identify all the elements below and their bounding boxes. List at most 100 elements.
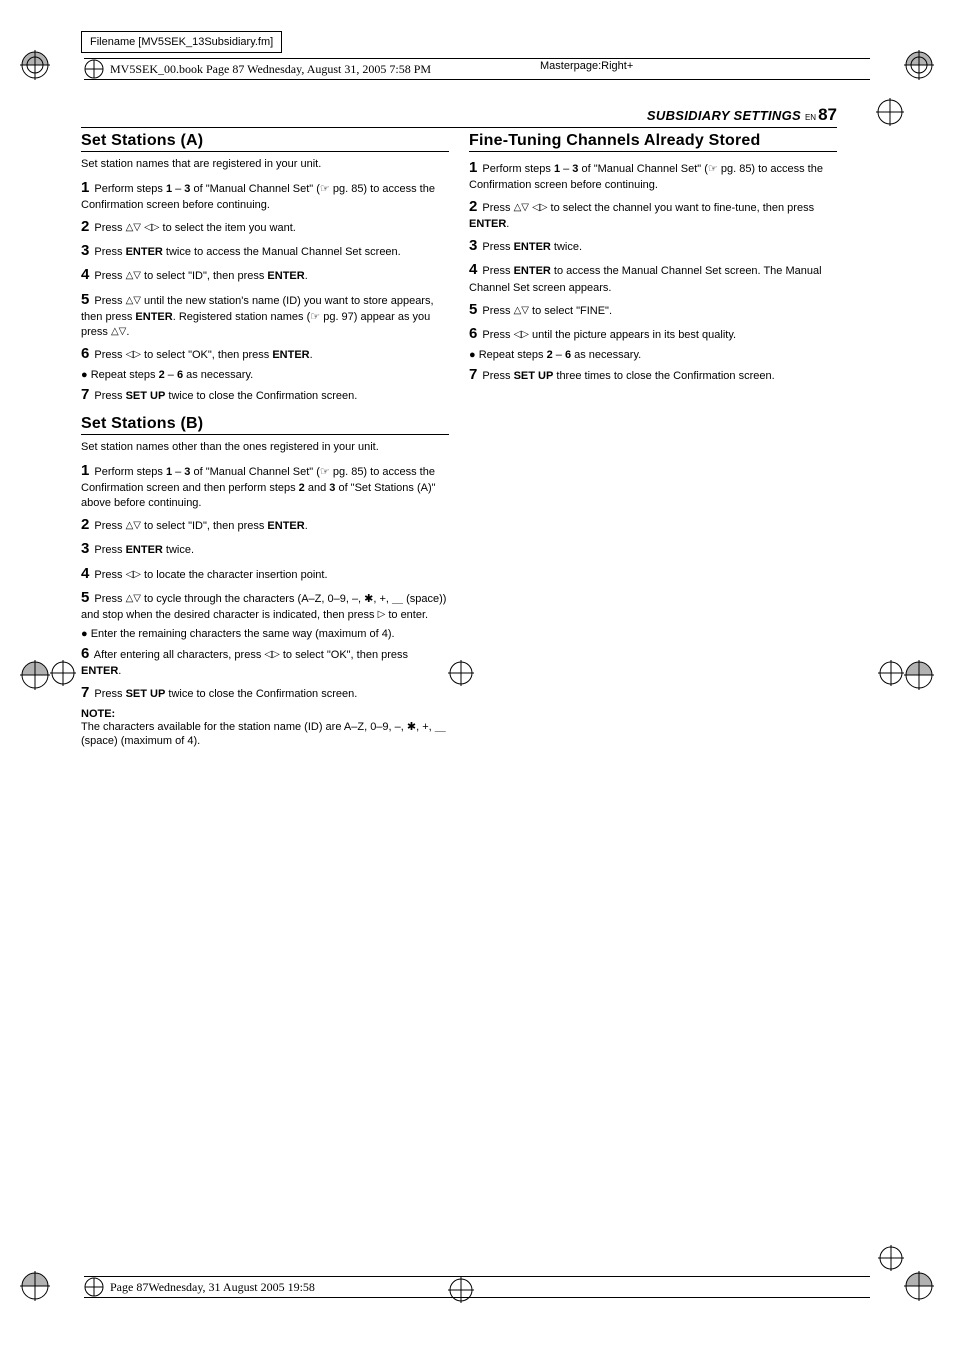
fine-tuning-title: Fine-Tuning Channels Already Stored [469,132,837,152]
fine-bullet-1: ● Repeat steps 2 – 6 as necessary. [469,348,837,362]
set-b-step-7: 7 Press SET UP twice to close the Confir… [81,683,449,703]
bullet-icon: ● [81,628,88,640]
down-icon: ▽ [133,295,141,306]
step-num: 1 [81,179,89,196]
set-a-step-5: 5 Press △▽ until the new station's name … [81,290,449,340]
set-a-step-7: 7 Press SET UP twice to close the Confir… [81,385,449,405]
set-a-step-4: 4 Press △▽ to select "ID", then press EN… [81,265,449,285]
step-num: 7 [469,366,477,383]
step-num: 5 [81,589,89,606]
fine-step-2: 2 Press △▽ ◁▷ to select the channel you … [469,197,837,232]
crop-mark-tl [20,50,50,80]
star-icon: ✱ [364,593,373,605]
bullet-icon: ● [81,369,88,381]
set-a-step-2: 2 Press △▽ ◁▷ to select the item you wan… [81,217,449,237]
set-stations-a-title: Set Stations (A) [81,132,449,152]
filename-box: Filename [MV5SEK_13Subsidiary.fm] [81,31,282,53]
crop-mark-mr [904,660,934,690]
underscore-icon: ＿ [392,593,403,605]
set-b-step-3: 3 Press ENTER twice. [81,539,449,559]
reg-mark-ml2 [50,660,76,686]
set-a-step-3: 3 Press ENTER twice to access the Manual… [81,241,449,261]
right-icon: ▷ [133,349,141,360]
step-num: 5 [469,301,477,318]
right-icon: ▷ [272,649,280,660]
book-line-text: MV5SEK_00.book Page 87 Wednesday, August… [110,62,431,77]
book-icon [84,59,104,79]
note-heading: NOTE: [81,708,449,720]
step-num: 2 [469,198,477,215]
content-columns: Set Stations (A) Set station names that … [81,132,837,748]
step-num: 3 [469,237,477,254]
step-num: 1 [469,159,477,176]
left-column: Set Stations (A) Set station names that … [81,132,449,748]
set-a-step-6: 6 Press ◁▷ to select "OK", then press EN… [81,344,449,364]
left-icon: ◁ [264,649,272,660]
step-num: 6 [81,345,89,362]
step-num: 4 [81,266,89,283]
step-num: 4 [81,565,89,582]
step-num: 2 [81,516,89,533]
fine-step-6: 6 Press ◁▷ until the picture appears in … [469,324,837,344]
header-en: EN [805,113,816,122]
step-num: 3 [81,242,89,259]
step-num: 7 [81,684,89,701]
star-icon: ✱ [407,721,416,733]
hand-icon: ☞ [708,163,718,175]
right-icon: ▷ [133,569,141,580]
down-icon: ▽ [133,593,141,604]
set-b-step-2: 2 Press △▽ to select "ID", then press EN… [81,515,449,535]
note-body: The characters available for the station… [81,720,449,749]
set-b-step-1: 1 Perform steps 1 – 3 of "Manual Channel… [81,461,449,511]
step-num: 4 [469,261,477,278]
masterpage-label: Masterpage:Right+ [540,60,633,72]
right-icon: ▷ [521,329,529,340]
crop-mark-bl [20,1271,50,1301]
set-b-step-5: 5 Press △▽ to cycle through the characte… [81,588,449,623]
down-icon: ▽ [521,202,529,213]
up-icon: △ [111,326,119,337]
set-a-step-1: 1 Perform steps 1 – 3 of "Manual Channel… [81,178,449,213]
page-header: SUBSIDIARY SETTINGS EN 87 [81,105,837,128]
left-icon: ◁ [532,202,540,213]
down-icon: ▽ [133,270,141,281]
set-b-intro: Set station names other than the ones re… [81,441,449,455]
book-icon [84,1277,104,1297]
fine-step-1: 1 Perform steps 1 – 3 of "Manual Channel… [469,158,837,193]
crop-mark-ml [20,660,50,690]
reg-mark-br2 [878,1245,904,1271]
reg-mark-mr2 [878,660,904,686]
book-footer-line: Page 87Wednesday, 31 August 2005 19:58 [84,1276,870,1298]
set-a-intro: Set station names that are registered in… [81,158,449,172]
down-icon: ▽ [133,520,141,531]
filename-text: Filename [MV5SEK_13Subsidiary.fm] [90,36,273,48]
fine-step-3: 3 Press ENTER twice. [469,236,837,256]
reg-mark-tr2 [876,98,904,126]
fine-step-5: 5 Press △▽ to select "FINE". [469,300,837,320]
step-num: 3 [81,540,89,557]
crop-mark-br [904,1271,934,1301]
set-a-bullet-1: ● Repeat steps 2 – 6 as necessary. [81,368,449,382]
footer-line-text: Page 87Wednesday, 31 August 2005 19:58 [110,1280,315,1295]
step-num: 7 [81,386,89,403]
step-num: 6 [469,325,477,342]
hand-icon: ☞ [320,466,330,478]
fine-step-7: 7 Press SET UP three times to close the … [469,365,837,385]
bullet-icon: ● [469,349,476,361]
set-stations-b-title: Set Stations (B) [81,415,449,435]
hand-icon: ☞ [320,183,330,195]
step-num: 5 [81,291,89,308]
left-icon: ◁ [144,222,152,233]
header-page-number: 87 [818,105,837,125]
hand-icon: ☞ [310,311,320,323]
step-num: 2 [81,218,89,235]
set-b-bullet-1: ● Enter the remaining characters the sam… [81,627,449,641]
down-icon: ▽ [133,222,141,233]
step-num: 1 [81,462,89,479]
underscore-icon: ＿ [435,721,446,733]
crop-mark-tr [904,50,934,80]
step-num: 6 [81,645,89,662]
set-b-step-4: 4 Press ◁▷ to locate the character inser… [81,564,449,584]
down-icon: ▽ [521,305,529,316]
book-header-line: MV5SEK_00.book Page 87 Wednesday, August… [84,58,870,80]
